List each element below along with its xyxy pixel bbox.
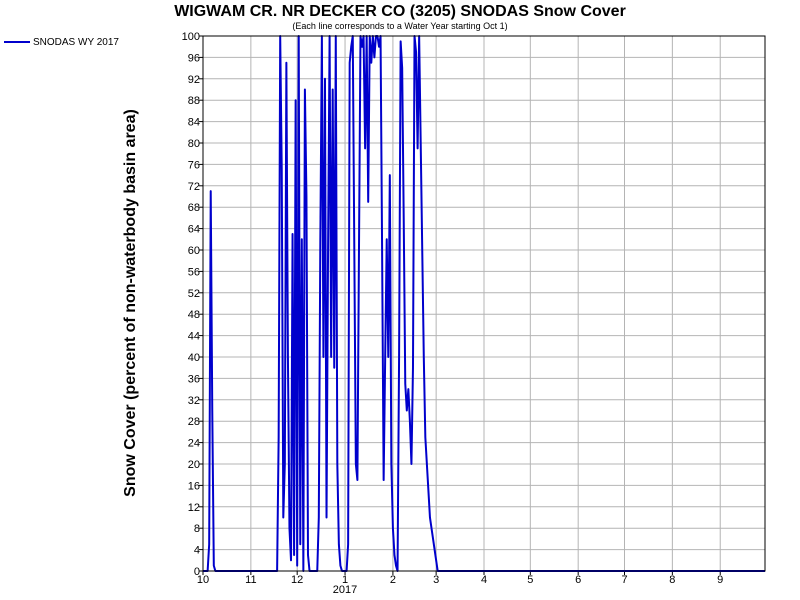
y-tick-label-48: 48 xyxy=(188,309,200,321)
x-tick-label-3: 3 xyxy=(433,574,439,586)
y-tick-label-20: 20 xyxy=(188,459,200,471)
y-tick-label-80: 80 xyxy=(188,138,200,150)
chart-title: WIGWAM CR. NR DECKER CO (3205) SNODAS Sn… xyxy=(174,3,626,20)
y-tick-label-76: 76 xyxy=(188,159,200,171)
x-tick-label-4: 4 xyxy=(481,574,487,586)
x-tick-label-12: 12 xyxy=(291,574,303,586)
y-tick-label-72: 72 xyxy=(188,181,200,193)
y-tick-label-64: 64 xyxy=(188,224,200,236)
y-tick-label-44: 44 xyxy=(188,331,200,343)
legend: SNODAS WY 2017 xyxy=(4,37,119,48)
y-tick-label-40: 40 xyxy=(188,352,200,364)
x-tick-label-8: 8 xyxy=(669,574,675,586)
y-tick-label-28: 28 xyxy=(188,416,200,428)
y-tick-label-0: 0 xyxy=(194,566,200,578)
y-tick-label-92: 92 xyxy=(188,74,200,86)
x-tick-label-1: 1 xyxy=(342,574,348,586)
y-tick-label-32: 32 xyxy=(188,395,200,407)
x-tick-label-7: 7 xyxy=(621,574,627,586)
x-tick-label-5: 5 xyxy=(527,574,533,586)
y-tick-label-24: 24 xyxy=(188,438,200,450)
y-tick-label-36: 36 xyxy=(188,373,200,385)
y-tick-label-4: 4 xyxy=(194,545,200,557)
y-tick-label-88: 88 xyxy=(188,95,200,107)
x-year-label: 2017 xyxy=(333,584,357,596)
y-tick-label-60: 60 xyxy=(188,245,200,257)
y-tick-label-8: 8 xyxy=(194,523,200,535)
chart-subtitle: (Each line corresponds to a Water Year s… xyxy=(292,21,507,31)
y-tick-label-68: 68 xyxy=(188,202,200,214)
series-layer xyxy=(203,35,765,572)
legend-label: SNODAS WY 2017 xyxy=(33,37,119,48)
y-tick-label-12: 12 xyxy=(188,502,200,514)
x-tick-label-6: 6 xyxy=(575,574,581,586)
plot-frame xyxy=(202,35,766,572)
y-tick-label-16: 16 xyxy=(188,480,200,492)
y-tick-label-96: 96 xyxy=(188,52,200,64)
x-tick-label-11: 11 xyxy=(245,574,256,586)
y-tick-label-52: 52 xyxy=(188,288,200,300)
x-tick-label-9: 9 xyxy=(717,574,723,586)
y-axis-ticks: 0481216202428323640444852566064687276808… xyxy=(182,31,203,578)
x-tick-label-10: 10 xyxy=(197,574,209,586)
x-tick-label-2: 2 xyxy=(390,574,396,586)
series-line-0 xyxy=(203,35,765,572)
y-tick-label-56: 56 xyxy=(188,266,200,278)
y-axis-label: Snow Cover (percent of non-waterbody bas… xyxy=(122,109,139,497)
y-tick-label-84: 84 xyxy=(188,117,200,129)
y-tick-label-100: 100 xyxy=(182,31,200,43)
